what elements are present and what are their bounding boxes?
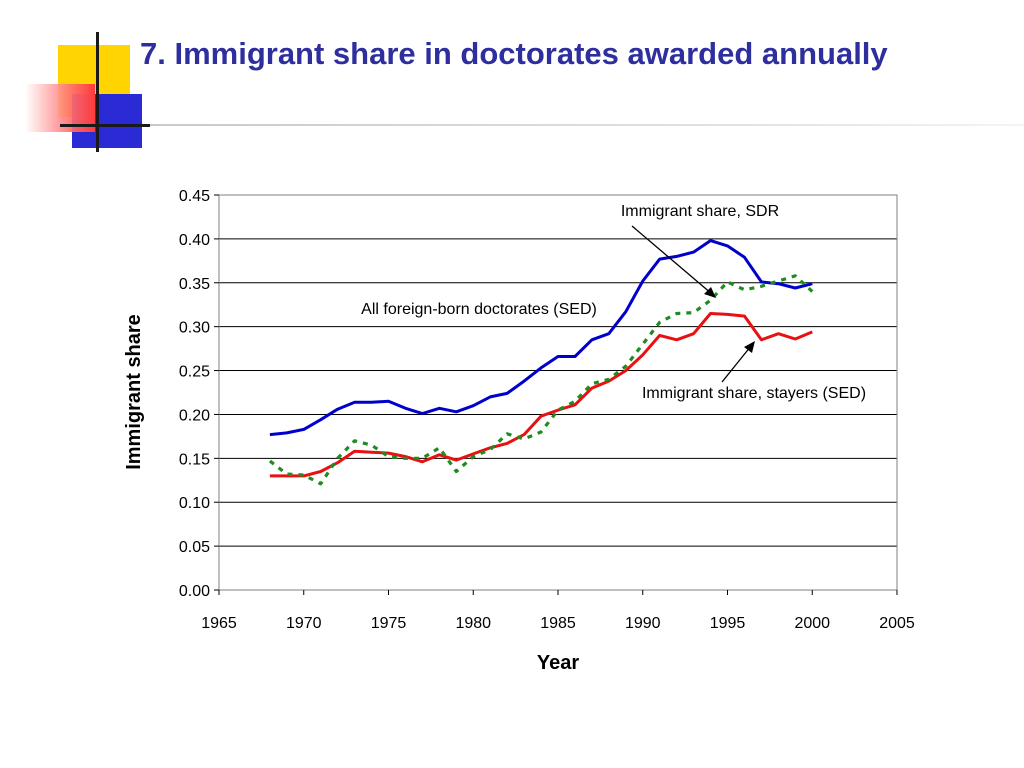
y-tick-label: 0.40 bbox=[179, 232, 210, 249]
y-tick-label: 0.00 bbox=[179, 583, 210, 600]
annotation-all-foreign-born: All foreign-born doctorates (SED) bbox=[361, 301, 597, 318]
x-tick-label: 1985 bbox=[540, 615, 576, 632]
title-underline bbox=[150, 124, 1024, 126]
x-axis-title: Year bbox=[537, 652, 579, 674]
x-axis: 1965 1970 1975 1980 1985 1990 1995 2000 2005 bbox=[201, 590, 915, 632]
y-tick-label: 0.30 bbox=[179, 320, 210, 337]
series-line-1 bbox=[269, 312, 813, 478]
slide-title: 7. Immigrant share in doctorates awarded… bbox=[140, 36, 888, 71]
x-tick-label: 1980 bbox=[455, 615, 491, 632]
series-group bbox=[268, 239, 814, 486]
x-tick-label: 1995 bbox=[710, 615, 746, 632]
y-tick-label: 0.35 bbox=[179, 276, 210, 293]
y-tick-label: 0.15 bbox=[179, 451, 210, 468]
annotation-stayers-arrowhead bbox=[744, 341, 755, 353]
x-tick-label: 1990 bbox=[625, 615, 661, 632]
annotation-sdr: Immigrant share, SDR bbox=[621, 203, 779, 220]
x-tick-label: 1965 bbox=[201, 615, 237, 632]
annotation-sdr-arrowhead bbox=[704, 287, 716, 298]
annotation-sdr-arrow bbox=[631, 225, 713, 295]
x-tick-label: 1975 bbox=[371, 615, 407, 632]
annotation-stayers: Immigrant share, stayers (SED) bbox=[642, 385, 866, 402]
y-tick-label: 0.20 bbox=[179, 407, 210, 424]
x-tick-label: 2000 bbox=[794, 615, 830, 632]
y-tick-label: 0.45 bbox=[179, 188, 210, 205]
y-axis: 0.00 0.05 0.10 0.15 0.20 0.25 0.30 0.35 0.40 0.45 bbox=[179, 188, 219, 600]
annotation-stayers-arrow bbox=[721, 345, 752, 383]
x-tick-label: 1970 bbox=[286, 615, 322, 632]
y-tick-label: 0.05 bbox=[179, 539, 210, 556]
decor-vertical-line bbox=[96, 32, 99, 152]
decor-horizontal-line-dark bbox=[60, 124, 150, 127]
y-axis-title: Immigrant share bbox=[123, 314, 145, 470]
x-tick-label: 2005 bbox=[879, 615, 915, 632]
annotations: Immigrant share, SDR All foreign-born do… bbox=[361, 203, 866, 402]
series-line-2 bbox=[268, 274, 814, 486]
series-line-0 bbox=[269, 239, 813, 437]
y-tick-label: 0.25 bbox=[179, 364, 210, 381]
y-tick-label: 0.10 bbox=[179, 495, 210, 512]
